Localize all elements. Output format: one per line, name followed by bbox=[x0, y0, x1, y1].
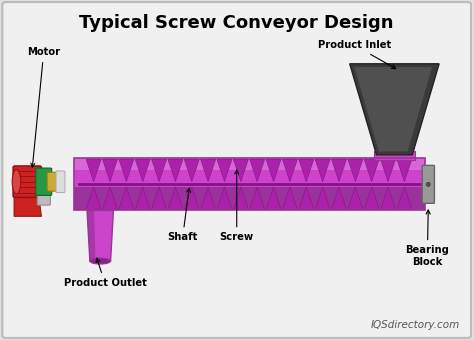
Polygon shape bbox=[201, 159, 216, 182]
Text: Bearing
Block: Bearing Block bbox=[405, 210, 449, 267]
FancyBboxPatch shape bbox=[36, 168, 52, 196]
Polygon shape bbox=[152, 159, 166, 182]
Polygon shape bbox=[364, 159, 379, 182]
Polygon shape bbox=[201, 187, 216, 209]
Polygon shape bbox=[86, 187, 101, 209]
Ellipse shape bbox=[427, 182, 430, 186]
Polygon shape bbox=[348, 159, 363, 182]
Polygon shape bbox=[119, 159, 134, 182]
Text: IQSdirectory.com: IQSdirectory.com bbox=[371, 320, 460, 330]
Polygon shape bbox=[217, 187, 232, 209]
Polygon shape bbox=[102, 187, 118, 209]
Polygon shape bbox=[250, 187, 264, 209]
Polygon shape bbox=[184, 187, 199, 209]
Polygon shape bbox=[355, 67, 432, 151]
Bar bbox=[374, 151, 415, 160]
Polygon shape bbox=[86, 159, 101, 182]
FancyBboxPatch shape bbox=[422, 165, 434, 203]
Text: Typical Screw Conveyor Design: Typical Screw Conveyor Design bbox=[80, 14, 394, 32]
Polygon shape bbox=[135, 187, 150, 209]
Polygon shape bbox=[87, 210, 113, 261]
FancyBboxPatch shape bbox=[37, 195, 50, 205]
Text: Screw: Screw bbox=[219, 170, 254, 242]
Polygon shape bbox=[364, 187, 379, 209]
Bar bbox=[74, 158, 425, 187]
Ellipse shape bbox=[12, 170, 21, 194]
Polygon shape bbox=[233, 187, 248, 209]
Polygon shape bbox=[331, 159, 346, 182]
Polygon shape bbox=[299, 187, 314, 209]
Polygon shape bbox=[315, 187, 330, 209]
Polygon shape bbox=[350, 64, 439, 155]
Polygon shape bbox=[184, 159, 199, 182]
Polygon shape bbox=[397, 187, 412, 209]
Polygon shape bbox=[266, 187, 281, 209]
Polygon shape bbox=[168, 159, 183, 182]
Polygon shape bbox=[135, 159, 150, 182]
Polygon shape bbox=[152, 187, 166, 209]
Bar bbox=[74, 158, 425, 170]
Text: Motor: Motor bbox=[27, 47, 60, 167]
Polygon shape bbox=[119, 187, 134, 209]
Text: Shaft: Shaft bbox=[167, 188, 198, 242]
Polygon shape bbox=[397, 159, 412, 182]
Text: Product Inlet: Product Inlet bbox=[318, 40, 396, 69]
Polygon shape bbox=[102, 159, 118, 182]
Polygon shape bbox=[315, 159, 330, 182]
Polygon shape bbox=[381, 159, 396, 182]
FancyBboxPatch shape bbox=[13, 166, 41, 198]
Polygon shape bbox=[266, 159, 281, 182]
Polygon shape bbox=[250, 159, 264, 182]
FancyBboxPatch shape bbox=[47, 172, 59, 191]
Polygon shape bbox=[233, 159, 248, 182]
Polygon shape bbox=[87, 210, 96, 261]
FancyBboxPatch shape bbox=[56, 171, 65, 192]
Polygon shape bbox=[381, 187, 396, 209]
Polygon shape bbox=[283, 187, 297, 209]
Polygon shape bbox=[217, 159, 232, 182]
Bar bbox=[74, 158, 425, 210]
Polygon shape bbox=[299, 159, 314, 182]
FancyBboxPatch shape bbox=[2, 2, 471, 338]
Polygon shape bbox=[14, 198, 41, 216]
Text: Product Outlet: Product Outlet bbox=[64, 258, 146, 288]
Polygon shape bbox=[348, 187, 363, 209]
Polygon shape bbox=[168, 187, 183, 209]
Ellipse shape bbox=[90, 258, 110, 264]
Polygon shape bbox=[283, 159, 297, 182]
Polygon shape bbox=[331, 187, 346, 209]
Bar bbox=[74, 187, 425, 210]
